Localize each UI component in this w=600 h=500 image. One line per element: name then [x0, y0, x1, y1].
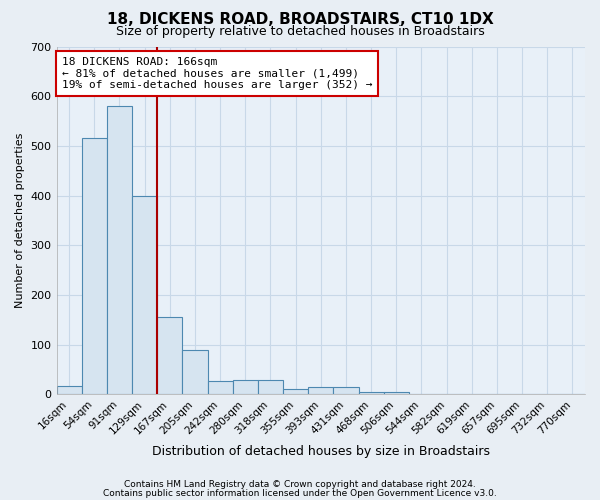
Text: 18 DICKENS ROAD: 166sqm
← 81% of detached houses are smaller (1,499)
19% of semi: 18 DICKENS ROAD: 166sqm ← 81% of detache…: [62, 57, 373, 90]
Bar: [208, 380, 233, 394]
Text: Contains HM Land Registry data © Crown copyright and database right 2024.: Contains HM Land Registry data © Crown c…: [124, 480, 476, 489]
Bar: [334, 387, 359, 394]
Bar: [258, 380, 283, 394]
Bar: [233, 380, 258, 394]
Y-axis label: Number of detached properties: Number of detached properties: [15, 133, 25, 308]
Bar: [308, 387, 334, 394]
Text: Contains public sector information licensed under the Open Government Licence v3: Contains public sector information licen…: [103, 488, 497, 498]
Bar: [383, 392, 409, 394]
Bar: [56, 386, 82, 394]
Bar: [157, 318, 182, 394]
Bar: [182, 350, 208, 395]
Bar: [283, 390, 308, 394]
Text: Size of property relative to detached houses in Broadstairs: Size of property relative to detached ho…: [116, 25, 484, 38]
Bar: [132, 196, 157, 394]
Bar: [82, 138, 107, 394]
Bar: [107, 106, 132, 395]
Bar: [359, 392, 383, 394]
Text: 18, DICKENS ROAD, BROADSTAIRS, CT10 1DX: 18, DICKENS ROAD, BROADSTAIRS, CT10 1DX: [107, 12, 493, 28]
X-axis label: Distribution of detached houses by size in Broadstairs: Distribution of detached houses by size …: [152, 444, 490, 458]
